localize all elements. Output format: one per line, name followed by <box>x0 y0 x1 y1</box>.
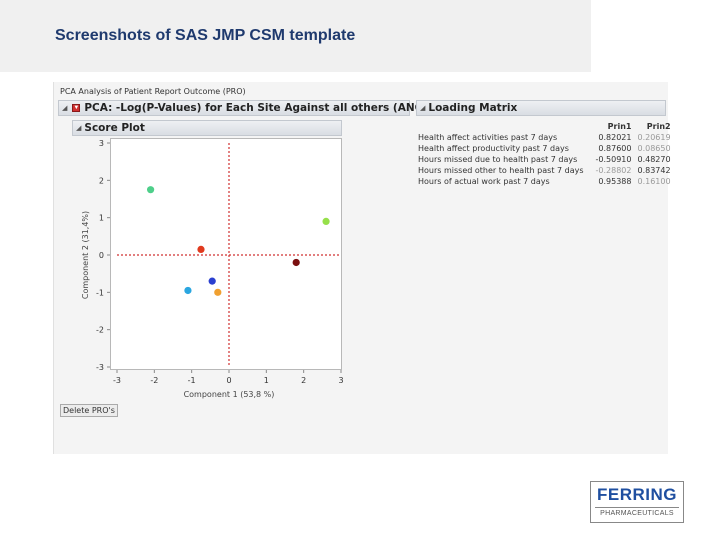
delete-pros-button[interactable]: Delete PRO's <box>60 404 118 417</box>
table-row: Health affect activities past 7 days 0.8… <box>418 132 671 143</box>
x-tick-label: 1 <box>264 376 269 385</box>
prin2-column-header: Prin2 <box>646 122 671 131</box>
y-tick-label: -2 <box>96 326 104 335</box>
variable-name: Hours missed due to health past 7 days <box>418 155 578 164</box>
prin2-value: 0.16100 <box>637 177 671 186</box>
score-point <box>292 258 300 267</box>
y-tick-label: 2 <box>99 176 104 185</box>
y-tick-label: -3 <box>96 363 104 372</box>
score-point <box>322 217 330 225</box>
score-point <box>208 277 216 285</box>
score-plot-title: Score Plot <box>84 122 145 134</box>
x-tick-label: 0 <box>226 376 231 385</box>
y-axis-title: Component 2 (31,4%) <box>81 211 90 299</box>
prin1-value: -0.28802 <box>595 166 632 175</box>
table-row: Hours of actual work past 7 days 0.95388… <box>418 176 671 187</box>
prin1-value: 0.87600 <box>598 144 632 153</box>
y-tick-label: 3 <box>99 139 104 148</box>
prin1-value: -0.50910 <box>595 155 632 164</box>
x-tick-label: -1 <box>188 376 196 385</box>
header-band <box>0 0 591 72</box>
y-tick-label: -1 <box>96 288 104 297</box>
table-row: Hours missed due to health past 7 days -… <box>418 154 671 165</box>
loading-matrix-title: Loading Matrix <box>428 102 518 114</box>
table-row: Health affect productivity past 7 days 0… <box>418 143 671 154</box>
logo-name: FERRING <box>597 485 677 504</box>
table-row: Hours missed other to health past 7 days… <box>418 165 671 176</box>
disclosure-triangle-icon[interactable]: ◢ <box>62 105 68 112</box>
variable-name: Health affect activities past 7 days <box>418 133 558 142</box>
prin2-value: 0.20619 <box>637 133 671 142</box>
prin2-value: 0.08650 <box>637 144 671 153</box>
disclosure-triangle-icon[interactable]: ◢ <box>420 105 426 112</box>
x-tick-label: 3 <box>338 376 343 385</box>
x-tick-label: 2 <box>301 376 306 385</box>
report-window-title: PCA Analysis of Patient Report Outcome (… <box>60 87 246 96</box>
y-tick-label: 0 <box>99 251 104 260</box>
variable-name: Health affect productivity past 7 days <box>418 144 569 153</box>
y-tick-label: 1 <box>99 214 104 223</box>
score-plot-outline-header[interactable]: ◢ Score Plot <box>72 120 342 136</box>
prin1-value: 0.95388 <box>598 177 632 186</box>
x-tick-label: -2 <box>150 376 158 385</box>
score-plot-frame[interactable] <box>110 138 342 370</box>
score-point <box>147 186 155 194</box>
score-point <box>214 288 222 296</box>
loading-matrix-table: Prin1 Prin2 Health affect activities pas… <box>418 121 671 187</box>
pca-outline-title: PCA: -Log(P-Values) for Each Site Agains… <box>84 102 444 114</box>
prin1-column-header: Prin1 <box>607 122 632 131</box>
x-tick-label: -3 <box>113 376 121 385</box>
x-axis-title: Component 1 (53,8 %) <box>184 390 275 399</box>
red-triangle-menu-icon[interactable]: ▼ <box>72 104 81 112</box>
pca-outline-header[interactable]: ◢ ▼ PCA: -Log(P-Values) for Each Site Ag… <box>58 100 444 116</box>
variable-column-header <box>418 121 590 132</box>
logo-divider <box>595 507 679 508</box>
variable-name: Hours of actual work past 7 days <box>418 177 550 186</box>
variable-name: Hours missed other to health past 7 days <box>418 166 584 175</box>
prin2-value: 0.83742 <box>637 166 671 175</box>
ferring-logo: FERRING PHARMACEUTICALS <box>590 481 684 523</box>
slide-title: Screenshots of SAS JMP CSM template <box>55 27 356 44</box>
prin1-value: 0.82021 <box>598 133 632 142</box>
disclosure-triangle-icon[interactable]: ◢ <box>76 125 82 132</box>
loading-matrix-header-row: Prin1 Prin2 <box>418 121 671 132</box>
score-point <box>184 286 192 295</box>
prin2-value: 0.48270 <box>637 155 671 164</box>
loading-matrix-outline-header[interactable]: ◢ Loading Matrix <box>416 100 666 116</box>
logo-subtitle: PHARMACEUTICALS <box>600 510 674 517</box>
score-point <box>197 245 205 253</box>
